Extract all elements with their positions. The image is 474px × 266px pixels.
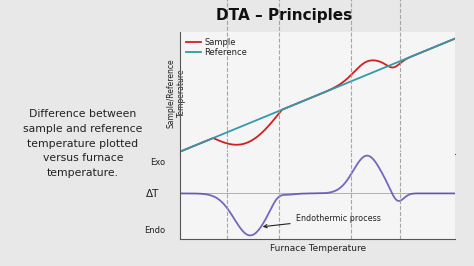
Text: Exo: Exo [150,158,165,167]
Text: Endo: Endo [144,226,165,235]
Reference [444,40,450,43]
Sample [444,40,450,44]
Sample [444,40,450,43]
Y-axis label: Sample/Reference
Temperature: Sample/Reference Temperature [166,58,186,128]
Text: Endothermic process: Endothermic process [264,214,381,228]
Sample [394,64,400,68]
Text: DTA – Principles: DTA – Principles [216,8,353,23]
Sample [191,144,197,147]
Reference [191,144,197,147]
Reference [304,98,310,101]
Text: Difference between
sample and reference
temperature plotted
versus furnace
tempe: Difference between sample and reference … [23,109,143,178]
Sample [311,95,317,98]
X-axis label: Furnace Temperature: Furnace Temperature [270,244,365,252]
Reference [177,150,183,153]
Text: ΔT: ΔT [146,189,159,199]
Sample [304,98,310,101]
Legend: Sample, Reference: Sample, Reference [184,36,249,59]
Reference [452,37,458,40]
Reference [444,40,450,44]
Sample [177,150,183,153]
Line: Reference: Reference [180,39,455,152]
Reference [394,61,400,64]
Reference [311,95,317,98]
Sample [452,37,458,40]
Line: Sample: Sample [180,39,455,152]
